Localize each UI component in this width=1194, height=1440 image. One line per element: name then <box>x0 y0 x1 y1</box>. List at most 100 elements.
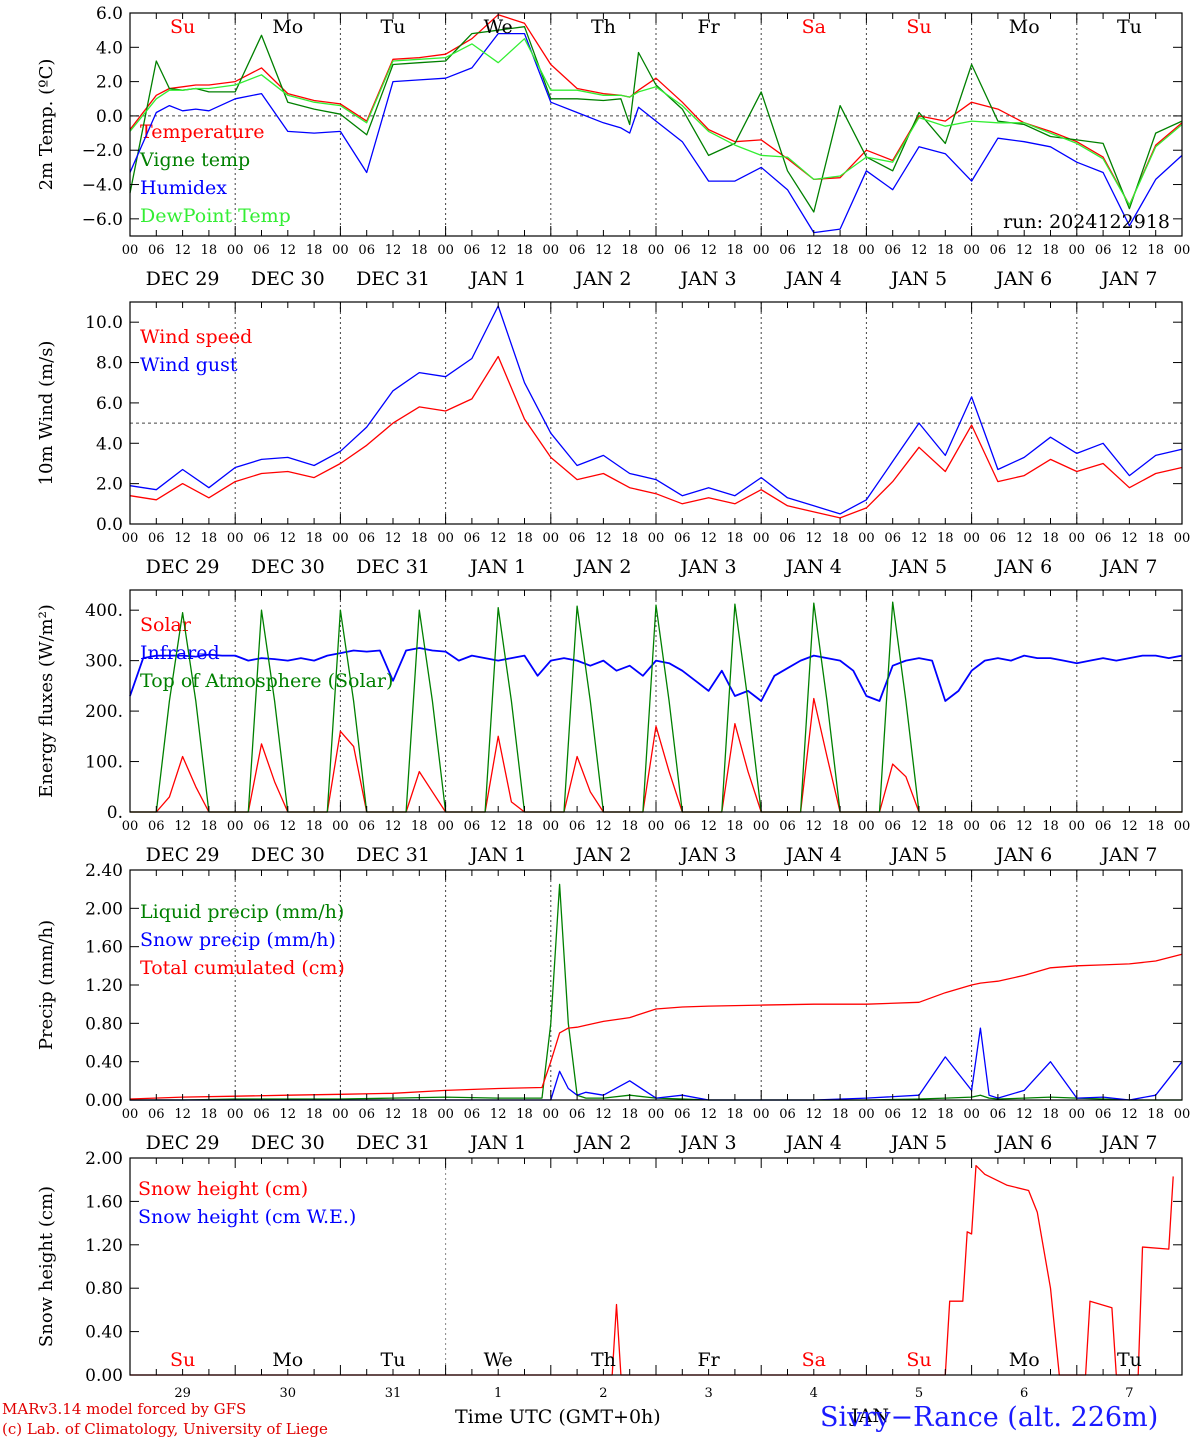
x-hour-label: 18 <box>621 1107 638 1122</box>
x-hour-label: 06 <box>884 819 901 834</box>
x-date-label: DEC 31 <box>356 556 430 578</box>
x-hour-label: 12 <box>700 531 717 546</box>
x-hour-label: 12 <box>174 819 191 834</box>
weekday-label: We <box>484 1349 513 1371</box>
x-hour-label: 12 <box>280 243 297 258</box>
y-tick-label: 2.00 <box>85 1149 123 1169</box>
x-hour-label: 00 <box>122 819 139 834</box>
x-date-label: JAN 2 <box>573 556 631 578</box>
x-hour-label: 00 <box>648 819 665 834</box>
legend-entry: Top of Atmosphere (Solar) <box>140 670 393 692</box>
x-date-label: JAN 2 <box>573 844 631 866</box>
y-tick-label: 4.0 <box>96 38 123 58</box>
x-hour-label: 06 <box>253 243 270 258</box>
x-hour-label: 18 <box>937 1107 954 1122</box>
x-hour-label: 06 <box>569 243 586 258</box>
y-tick-label: −6.0 <box>82 210 123 230</box>
x-hour-label: 00 <box>332 243 349 258</box>
x-hour-label: 12 <box>806 819 823 834</box>
y-tick-label: 0.0 <box>96 107 123 127</box>
x-hour-label: 00 <box>753 819 770 834</box>
x-hour-label: 06 <box>148 531 165 546</box>
y-tick-label: 8.0 <box>96 354 123 374</box>
x-date-label: JAN 1 <box>468 268 526 290</box>
x-hour-label: 06 <box>253 819 270 834</box>
x-hour-label: 06 <box>148 819 165 834</box>
day-number-label: 6 <box>1020 1386 1028 1401</box>
y-tick-label: 0.80 <box>85 1279 123 1299</box>
x-hour-label: 12 <box>385 1107 402 1122</box>
x-hour-label: 06 <box>464 1107 481 1122</box>
x-hour-label: 18 <box>832 1107 849 1122</box>
y-tick-label: 0.40 <box>85 1323 123 1343</box>
weekday-label: Tu <box>381 1349 406 1371</box>
x-hour-label: 00 <box>753 531 770 546</box>
y-tick-label: 0. <box>107 803 123 823</box>
x-hour-label: 12 <box>1121 1107 1138 1122</box>
weekday-label: Mo <box>272 16 303 38</box>
x-hour-label: 00 <box>543 531 560 546</box>
x-hour-label: 18 <box>621 819 638 834</box>
legend-entry: Snow precip (mm/h) <box>140 929 336 951</box>
x-date-label: JAN 7 <box>1099 844 1157 866</box>
x-hour-label: 12 <box>806 531 823 546</box>
x-axis-title: Time UTC (GMT+0h) <box>455 1406 661 1428</box>
x-hour-label: 06 <box>990 531 1007 546</box>
x-hour-label: 18 <box>832 243 849 258</box>
x-hour-label: 00 <box>543 243 560 258</box>
x-hour-label: 12 <box>595 819 612 834</box>
x-hour-label: 12 <box>806 1107 823 1122</box>
x-hour-label: 12 <box>700 243 717 258</box>
series-line <box>129 32 1183 234</box>
x-hour-label: 06 <box>464 819 481 834</box>
x-hour-label: 06 <box>1095 1107 1112 1122</box>
weekday-label: Tu <box>1117 16 1142 38</box>
x-hour-label: 00 <box>1174 819 1191 834</box>
y-tick-label: 400. <box>85 601 123 621</box>
legend-entry: Wind speed <box>140 326 252 348</box>
x-hour-label: 06 <box>884 1107 901 1122</box>
x-hour-label: 12 <box>911 819 928 834</box>
x-hour-label: 06 <box>464 243 481 258</box>
x-hour-label: 12 <box>280 531 297 546</box>
x-hour-label: 12 <box>490 819 507 834</box>
x-hour-label: 12 <box>700 1107 717 1122</box>
x-hour-label: 06 <box>148 1107 165 1122</box>
weekday-label: Su <box>170 1349 195 1371</box>
y-tick-label: 300. <box>85 652 123 672</box>
x-hour-label: 06 <box>990 819 1007 834</box>
legend-entry: DewPoint Temp <box>140 205 291 227</box>
day-number-label: 2 <box>599 1386 607 1401</box>
x-date-label: DEC 30 <box>251 268 325 290</box>
x-hour-label: 00 <box>227 243 244 258</box>
x-hour-label: 18 <box>727 1107 744 1122</box>
x-date-label: JAN 5 <box>889 556 947 578</box>
x-hour-label: 18 <box>727 819 744 834</box>
model-credit: MARv3.14 model forced by GFS <box>2 1400 247 1418</box>
x-date-label: DEC 31 <box>356 1132 430 1154</box>
y-tick-label: 0.00 <box>85 1366 123 1386</box>
legend-entry: Infrared <box>140 642 220 664</box>
x-hour-label: 06 <box>358 243 375 258</box>
x-hour-label: 06 <box>884 531 901 546</box>
x-hour-label: 06 <box>464 531 481 546</box>
legend-entry: Total cumulated (cm) <box>140 957 345 979</box>
weekday-label: Th <box>591 1349 616 1371</box>
x-hour-label: 18 <box>411 1107 428 1122</box>
x-hour-label: 00 <box>1069 531 1086 546</box>
x-hour-label: 06 <box>358 819 375 834</box>
x-hour-label: 00 <box>437 819 454 834</box>
x-hour-label: 18 <box>306 819 323 834</box>
y-axis-title: Energy fluxes (W/m²) <box>36 604 57 798</box>
x-hour-label: 18 <box>1042 243 1059 258</box>
x-hour-label: 18 <box>621 531 638 546</box>
weekday-label: Sa <box>802 16 826 38</box>
y-axis-title: Precip (mm/h) <box>36 920 57 1050</box>
x-hour-label: 00 <box>963 531 980 546</box>
month-label: JAN <box>849 1405 889 1427</box>
series-line <box>129 953 1183 1100</box>
x-hour-label: 18 <box>937 531 954 546</box>
x-date-label: JAN 1 <box>468 1132 526 1154</box>
x-date-label: JAN 2 <box>573 1132 631 1154</box>
